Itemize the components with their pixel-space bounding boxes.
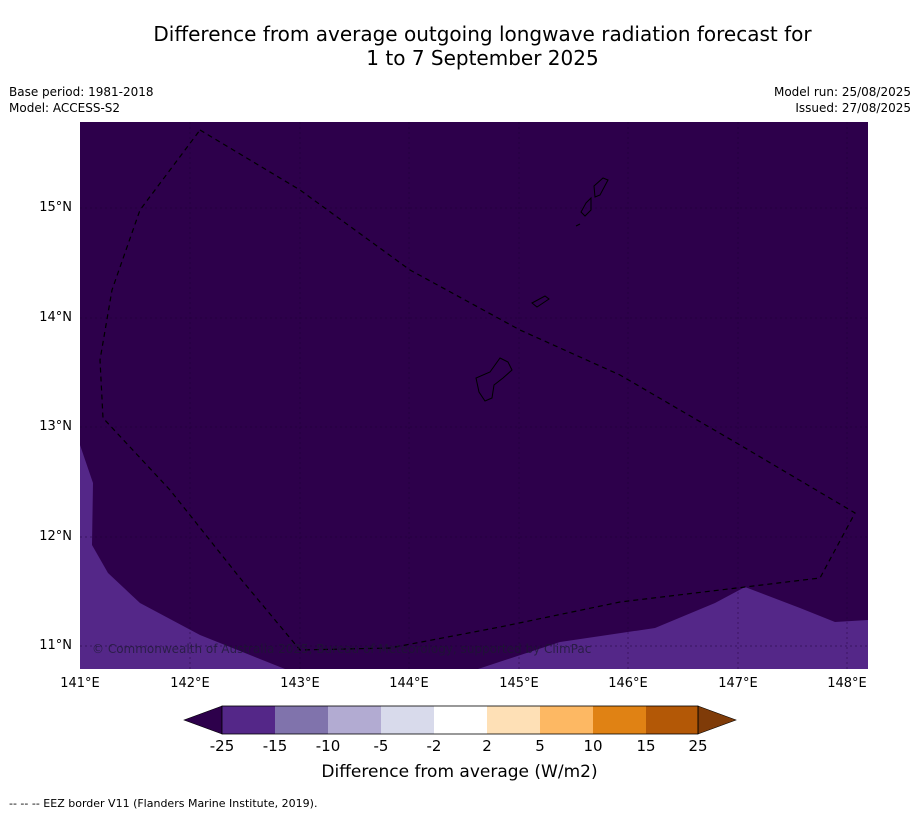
copyright-text: © Commonwealth of Australia 2025, Bureau… <box>92 642 591 656</box>
lat-label: 12°N <box>39 529 72 544</box>
lon-label: 147°E <box>718 676 758 691</box>
colorbar-frame <box>221 705 699 735</box>
colorbar-cell <box>434 706 487 734</box>
colorbar-tick: -15 <box>262 737 288 755</box>
colorbar <box>183 705 737 735</box>
map-panel <box>80 122 868 669</box>
model-run: Model run: 25/08/2025 <box>773 85 911 99</box>
colorbar-cell <box>381 706 434 734</box>
colorbar-cell <box>222 706 275 734</box>
colorbar-tick: 15 <box>636 737 656 755</box>
colorbar-low-extension <box>183 705 223 735</box>
colorbar-cell <box>540 706 593 734</box>
colorbar-title: Difference from average (W/m2) <box>321 762 598 782</box>
island-rota <box>531 295 550 308</box>
title-line-2: 1 to 7 September 2025 <box>366 46 599 70</box>
lat-label: 14°N <box>39 310 72 325</box>
issued-date: Issued: 27/08/2025 <box>795 101 911 115</box>
island-saipan <box>593 177 609 198</box>
base-period: Base period: 1981-2018 <box>9 85 154 99</box>
colorbar-cell <box>487 706 540 734</box>
island-tinian <box>580 196 592 217</box>
colorbar-cell <box>646 706 698 734</box>
chart-title: Difference from average outgoing longwav… <box>90 22 875 70</box>
colorbar-tick: -2 <box>426 737 442 755</box>
colorbar-high-extension <box>697 705 737 735</box>
colorbar-tick: -25 <box>209 737 235 755</box>
colorbar-cell <box>275 706 328 734</box>
title-line-1: Difference from average outgoing longwav… <box>153 22 812 46</box>
colorbar-tick: 10 <box>583 737 603 755</box>
meta-right: Model run: 25/08/2025 Issued: 27/08/2025 <box>774 84 911 116</box>
island-islet <box>575 223 581 227</box>
colorbar-tick: -5 <box>373 737 389 755</box>
lon-label: 146°E <box>608 676 648 691</box>
lat-label: 15°N <box>39 200 72 215</box>
colorbar-tick: 5 <box>535 737 545 755</box>
lon-label: 148°E <box>827 676 867 691</box>
eez-border <box>99 129 856 651</box>
colorbar-tick: -10 <box>315 737 341 755</box>
gridlines <box>80 122 868 669</box>
lat-label: 11°N <box>39 638 72 653</box>
lon-label: 143°E <box>280 676 320 691</box>
lon-label: 141°E <box>60 676 100 691</box>
lon-label: 144°E <box>389 676 429 691</box>
lon-label: 142°E <box>170 676 210 691</box>
island-guam <box>475 357 513 402</box>
colorbar-cell <box>593 706 646 734</box>
lon-label: 145°E <box>499 676 539 691</box>
colorbar-tick: 25 <box>688 737 708 755</box>
model-name: Model: ACCESS-S2 <box>9 101 121 115</box>
colorbar-cell <box>328 706 381 734</box>
anomaly-region-west <box>80 445 285 669</box>
meta-left: Base period: 1981-2018 Model: ACCESS-S2 <box>9 84 154 116</box>
anomaly-region-east <box>478 587 868 669</box>
eez-legend-note: -- -- -- EEZ border V11 (Flanders Marine… <box>9 797 318 810</box>
colorbar-tick: 2 <box>482 737 492 755</box>
lat-label: 13°N <box>39 419 72 434</box>
